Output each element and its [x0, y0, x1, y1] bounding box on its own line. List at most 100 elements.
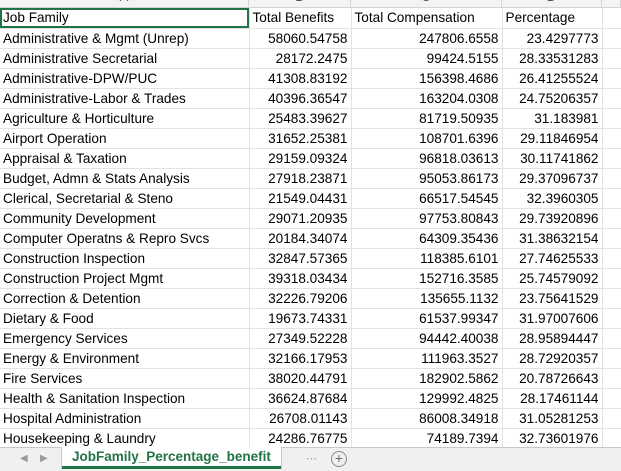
total-benefits-cell[interactable]: 36624.87684 — [249, 388, 352, 409]
empty-cell[interactable] — [602, 348, 621, 369]
percentage-cell[interactable]: 25.74579092 — [502, 268, 603, 289]
job-family-cell[interactable]: Administrative-Labor & Trades — [0, 88, 250, 109]
percentage-cell[interactable]: 23.75641529 — [502, 288, 603, 309]
empty-cell[interactable] — [602, 148, 621, 169]
total-benefits-cell[interactable]: 41308.83192 — [249, 68, 352, 89]
empty-cell[interactable] — [602, 268, 621, 289]
percentage-cell[interactable]: 31.97007606 — [502, 308, 603, 329]
total-benefits-cell[interactable]: 40396.36547 — [249, 88, 352, 109]
percentage-cell[interactable]: 32.3960305 — [502, 188, 603, 209]
total-benefits-cell[interactable]: 31652.25381 — [249, 128, 352, 149]
job-family-cell[interactable]: Airport Operation — [0, 128, 250, 149]
total-compensation-cell[interactable]: 74189.7394 — [351, 428, 503, 447]
percentage-cell[interactable]: 28.17461144 — [502, 388, 603, 409]
total-benefits-cell[interactable]: 27349.52228 — [249, 328, 352, 349]
total-benefits-cell[interactable]: 28172.2475 — [249, 48, 352, 69]
percentage-cell[interactable]: 29.37096737 — [502, 168, 603, 189]
empty-cell[interactable] — [602, 328, 621, 349]
total-compensation-cell[interactable]: 118385.6101 — [351, 248, 503, 269]
empty-cell[interactable] — [602, 8, 621, 29]
percentage-cell[interactable]: 20.78726643 — [502, 368, 603, 389]
percentage-cell[interactable]: 29.11846954 — [502, 128, 603, 149]
empty-cell[interactable] — [602, 428, 621, 447]
total-benefits-cell[interactable]: 29159.09324 — [249, 148, 352, 169]
job-family-cell[interactable]: Health & Sanitation Inspection — [0, 388, 250, 409]
total-compensation-cell[interactable]: 152716.3585 — [351, 268, 503, 289]
total-compensation-cell[interactable]: 97753.80843 — [351, 208, 503, 229]
header-cell-total-benefits[interactable]: Total Benefits — [249, 8, 352, 29]
total-benefits-cell[interactable]: 24286.76775 — [249, 428, 352, 447]
empty-cell[interactable] — [602, 48, 621, 69]
percentage-cell[interactable]: 23.4297773 — [502, 28, 603, 49]
job-family-cell[interactable]: Budget, Admn & Stats Analysis — [0, 168, 250, 189]
percentage-cell[interactable]: 26.41255524 — [502, 68, 603, 89]
job-family-cell[interactable]: Emergency Services — [0, 328, 250, 349]
empty-cell[interactable] — [602, 68, 621, 89]
percentage-cell[interactable]: 31.05281253 — [502, 408, 603, 429]
job-family-cell[interactable]: Computer Operatns & Repro Svcs — [0, 228, 250, 249]
total-benefits-cell[interactable]: 39318.03434 — [249, 268, 352, 289]
empty-cell[interactable] — [602, 168, 621, 189]
job-family-cell[interactable]: Fire Services — [0, 368, 250, 389]
percentage-cell[interactable]: 32.73601976 — [502, 428, 603, 447]
total-compensation-cell[interactable]: 95053.86173 — [351, 168, 503, 189]
total-compensation-cell[interactable]: 64309.35436 — [351, 228, 503, 249]
percentage-cell[interactable]: 29.73920896 — [502, 208, 603, 229]
percentage-cell[interactable]: 28.72920357 — [502, 348, 603, 369]
total-benefits-cell[interactable]: 25483.39627 — [249, 108, 352, 129]
total-benefits-cell[interactable]: 32847.57365 — [249, 248, 352, 269]
total-benefits-cell[interactable]: 32226.79206 — [249, 288, 352, 309]
total-compensation-cell[interactable]: 108701.6396 — [351, 128, 503, 149]
total-compensation-cell[interactable]: 99424.5155 — [351, 48, 503, 69]
empty-cell[interactable] — [602, 368, 621, 389]
sheet-tab-active[interactable]: JobFamily_Percentage_benefit — [62, 447, 281, 469]
percentage-cell[interactable]: 28.95894447 — [502, 328, 603, 349]
column-header-e[interactable] — [602, 0, 621, 7]
header-cell-percentage[interactable]: Percentage — [502, 8, 603, 29]
total-benefits-cell[interactable]: 21549.04431 — [249, 188, 352, 209]
empty-cell[interactable] — [602, 128, 621, 149]
empty-cell[interactable] — [602, 108, 621, 129]
empty-cell[interactable] — [602, 288, 621, 309]
percentage-cell[interactable]: 30.11741862 — [502, 148, 603, 169]
empty-cell[interactable] — [602, 88, 621, 109]
job-family-cell[interactable]: Community Development — [0, 208, 250, 229]
job-family-cell[interactable]: Housekeeping & Laundry — [0, 428, 250, 447]
empty-cell[interactable] — [602, 188, 621, 209]
job-family-cell[interactable]: Hospital Administration — [0, 408, 250, 429]
total-compensation-cell[interactable]: 111963.3527 — [351, 348, 503, 369]
total-compensation-cell[interactable]: 129992.4825 — [351, 388, 503, 409]
tab-scroll-dots-icon[interactable]: ⋯ — [306, 453, 318, 465]
percentage-cell[interactable]: 27.74625533 — [502, 248, 603, 269]
total-benefits-cell[interactable]: 19673.74331 — [249, 308, 352, 329]
total-benefits-cell[interactable]: 32166.17953 — [249, 348, 352, 369]
total-compensation-cell[interactable]: 182902.5862 — [351, 368, 503, 389]
total-compensation-cell[interactable]: 94442.40038 — [351, 328, 503, 349]
total-benefits-cell[interactable]: 27918.23871 — [249, 168, 352, 189]
percentage-cell[interactable]: 24.75206357 — [502, 88, 603, 109]
job-family-cell[interactable]: Administrative-DPW/PUC — [0, 68, 250, 89]
triangle-left-icon[interactable]: ◀ — [20, 453, 28, 464]
plus-circle-icon[interactable]: + — [331, 451, 347, 467]
total-compensation-cell[interactable]: 135655.1132 — [351, 288, 503, 309]
job-family-cell[interactable]: Energy & Environment — [0, 348, 250, 369]
total-benefits-cell[interactable]: 26708.01143 — [249, 408, 352, 429]
total-benefits-cell[interactable]: 29071.20935 — [249, 208, 352, 229]
job-family-cell[interactable]: Appraisal & Taxation — [0, 148, 250, 169]
total-benefits-cell[interactable]: 20184.34074 — [249, 228, 352, 249]
empty-cell[interactable] — [602, 208, 621, 229]
empty-cell[interactable] — [602, 388, 621, 409]
total-benefits-cell[interactable]: 38020.44791 — [249, 368, 352, 389]
total-compensation-cell[interactable]: 61537.99347 — [351, 308, 503, 329]
total-compensation-cell[interactable]: 156398.4686 — [351, 68, 503, 89]
column-header-d[interactable]: D — [502, 0, 602, 7]
job-family-cell[interactable]: Construction Project Mgmt — [0, 268, 250, 289]
job-family-cell[interactable]: Administrative Secretarial — [0, 48, 250, 69]
job-family-cell[interactable]: Agriculture & Horticulture — [0, 108, 250, 129]
job-family-cell[interactable]: Construction Inspection — [0, 248, 250, 269]
triangle-right-icon[interactable]: ▶ — [40, 453, 48, 464]
job-family-cell[interactable]: Dietary & Food — [0, 308, 250, 329]
empty-cell[interactable] — [602, 408, 621, 429]
total-benefits-cell[interactable]: 58060.54758 — [249, 28, 352, 49]
empty-cell[interactable] — [602, 248, 621, 269]
